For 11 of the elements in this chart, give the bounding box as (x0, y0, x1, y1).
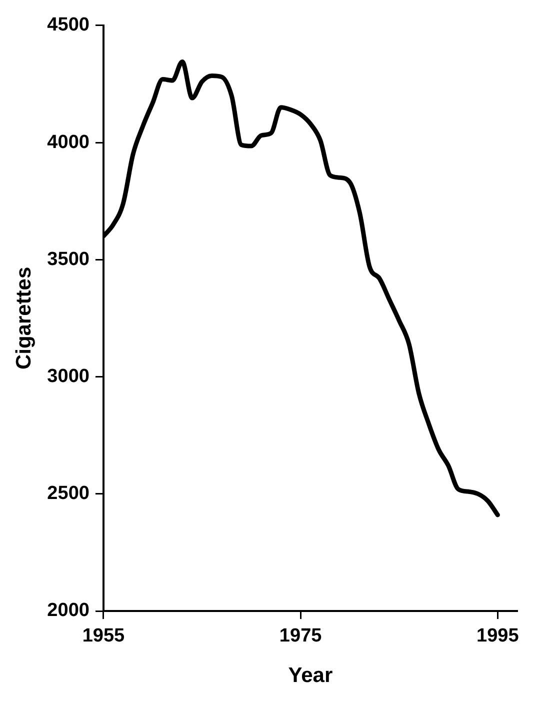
y-tick-label: 3000 (47, 366, 90, 387)
y-axis-title: Cigarettes (12, 266, 36, 370)
y-tick-label: 2000 (47, 600, 90, 622)
x-axis-title: Year (288, 664, 333, 688)
y-tick-label: 4000 (47, 132, 90, 153)
y-tick-label: 2500 (47, 483, 90, 504)
y-tick-label: 4500 (47, 14, 90, 36)
x-tick-label: 1955 (82, 626, 126, 647)
x-tick-label: 1995 (476, 626, 520, 647)
y-tick-label: 3500 (47, 248, 90, 270)
x-tick-label: 1975 (279, 626, 322, 647)
